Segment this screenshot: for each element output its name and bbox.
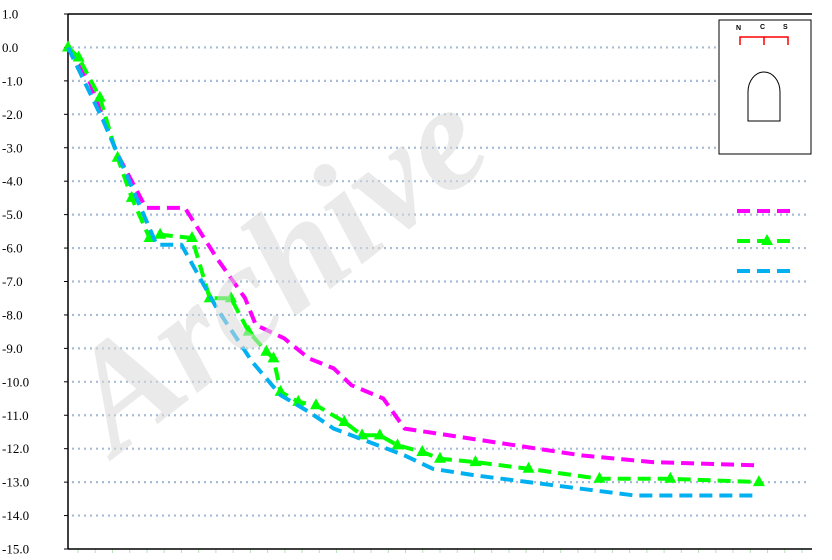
- y-tick-label: 0.0: [2, 40, 18, 55]
- series-2-point: [310, 398, 322, 410]
- legend-marker-2: [761, 234, 773, 245]
- y-tick-label: -15.0: [2, 542, 29, 557]
- series-2-point: [434, 451, 446, 463]
- y-tick-label: -8.0: [2, 307, 23, 322]
- inset-gauge-bar: [739, 36, 789, 45]
- series-line-3: [66, 46, 759, 498]
- series-2-point: [522, 461, 535, 473]
- y-tick-label: 1.0: [2, 7, 18, 22]
- y-tick-label: -1.0: [2, 73, 23, 88]
- y-tick-label: -13.0: [2, 475, 29, 490]
- series-2-point: [469, 455, 482, 467]
- series-2-point: [338, 414, 351, 426]
- series-2-point: [664, 471, 677, 483]
- series-2-point: [242, 324, 255, 336]
- series-2-point: [154, 227, 167, 239]
- series-2-point: [224, 291, 237, 303]
- inset-label-s: S: [783, 24, 788, 31]
- series-2-point: [62, 40, 74, 52]
- y-tick-label: -14.0: [2, 508, 29, 523]
- y-axis-ticks: 1.0 0.0 -1.0 -2.0 -3.0 -4.0 -5.0 -6.0 -7.0 -8.0 -9…: [2, 7, 68, 557]
- series-2-point: [416, 445, 429, 457]
- y-tick-label: -10.0: [2, 374, 29, 389]
- series-2-point: [391, 438, 404, 450]
- y-tick-label: -3.0: [2, 140, 23, 155]
- series-group: [62, 40, 765, 498]
- y-tick-label: -5.0: [2, 207, 23, 222]
- series-2-point: [373, 428, 386, 440]
- series-2-point: [260, 344, 273, 356]
- series-2-point: [752, 475, 765, 487]
- inset-label-c: C: [760, 24, 765, 31]
- y-tick-label: -11.0: [2, 408, 29, 423]
- y-tick-label: -6.0: [2, 241, 23, 256]
- series-2-point: [274, 384, 287, 396]
- series-2-point: [72, 50, 85, 62]
- inset-box: [718, 19, 812, 155]
- y-tick-label: -4.0: [2, 174, 23, 189]
- series-2-point: [593, 471, 606, 483]
- inset-diagram: N C S: [718, 19, 812, 155]
- gridlines: [72, 46, 808, 517]
- series-2-point: [125, 190, 138, 202]
- series-2-point: [267, 351, 280, 363]
- y-tick-label: -7.0: [2, 274, 23, 289]
- inset-label-n: N: [736, 25, 741, 32]
- series-2-point: [93, 90, 106, 102]
- series-2-point: [292, 394, 305, 406]
- y-tick-label: -9.0: [2, 341, 23, 356]
- legend: [737, 209, 797, 273]
- y-tick-label: -2.0: [2, 107, 23, 122]
- tunnel-icon: [747, 71, 781, 122]
- series-line-1: [66, 46, 759, 468]
- y-tick-label: -12.0: [2, 441, 29, 456]
- series-2-point: [186, 231, 198, 243]
